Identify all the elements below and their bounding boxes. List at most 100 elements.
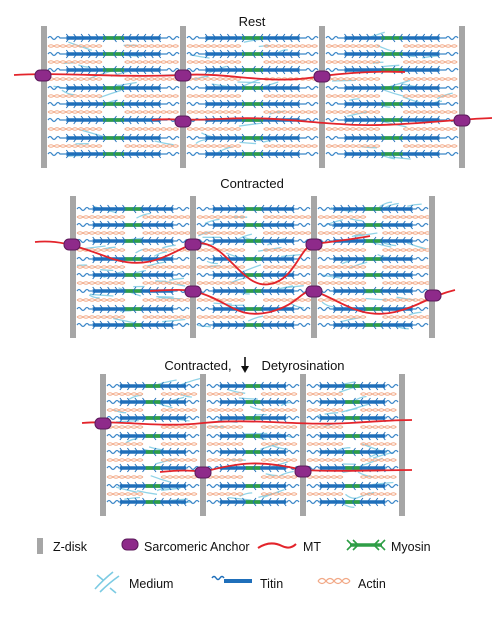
myosin-head xyxy=(99,286,104,296)
titin-spring xyxy=(47,151,67,157)
myosin-head xyxy=(241,83,246,93)
medium-strand xyxy=(354,232,378,238)
myosin-head xyxy=(355,270,359,280)
myosin-head xyxy=(333,270,337,280)
myosin-head xyxy=(351,33,356,43)
myosin-head xyxy=(127,133,132,143)
myosin-head xyxy=(359,397,364,407)
myosin-head xyxy=(372,304,377,314)
actin-filament xyxy=(382,266,431,269)
myosin-head xyxy=(406,133,411,143)
titin-spring xyxy=(412,222,429,228)
myosin-head xyxy=(80,115,85,125)
medium-strand xyxy=(407,203,422,207)
titin-spring xyxy=(106,433,120,439)
titin-spring xyxy=(76,256,93,262)
myosin-head xyxy=(409,204,413,214)
myosin-head xyxy=(99,220,104,230)
myosin-head xyxy=(127,65,132,75)
myosin-head xyxy=(252,149,256,159)
titin-spring xyxy=(286,499,300,505)
medium-strand xyxy=(100,269,114,272)
myosin-head xyxy=(366,49,371,59)
myosin-head xyxy=(65,133,70,143)
myosin-head xyxy=(362,270,367,280)
myosin-head xyxy=(296,83,301,93)
actin-filament xyxy=(196,249,246,252)
medium-strand xyxy=(348,261,368,269)
myosin-head xyxy=(99,270,104,280)
myosin-head xyxy=(283,286,287,296)
myosin-head xyxy=(260,204,265,214)
myosin-head xyxy=(296,149,301,159)
actin-filament xyxy=(317,316,367,319)
myosin-head xyxy=(119,431,124,441)
titin-spring xyxy=(196,206,213,212)
myosin-head xyxy=(127,413,131,423)
myosin-head xyxy=(267,497,272,507)
myosin-head xyxy=(65,33,70,43)
myosin-head xyxy=(220,204,224,214)
myosin-head xyxy=(99,304,104,314)
myosin-head xyxy=(436,149,440,159)
myosin-head xyxy=(413,99,418,109)
myosin-head xyxy=(352,381,356,391)
actin-filament xyxy=(160,426,198,429)
medium-strand xyxy=(227,496,252,501)
sarcomeric-anchor xyxy=(63,238,81,251)
medium-strand xyxy=(349,218,363,222)
myosin-head xyxy=(135,65,139,75)
sarcomeric-anchor xyxy=(174,115,192,128)
myosin-head xyxy=(220,320,224,330)
myosin-head xyxy=(212,254,217,264)
myosin-head xyxy=(175,447,179,457)
myosin-head xyxy=(88,149,92,159)
myosin-head xyxy=(347,254,352,264)
titin-spring xyxy=(76,206,93,212)
titin-spring xyxy=(196,222,213,228)
myosin-head xyxy=(120,83,125,93)
myosin-head xyxy=(352,447,356,457)
titin-spring xyxy=(286,449,300,455)
myosin-head xyxy=(406,149,411,159)
actin-filament xyxy=(196,282,246,285)
myosin-head xyxy=(366,33,371,43)
medium-strand xyxy=(98,89,122,99)
myosin-head xyxy=(319,413,324,423)
myosin-head xyxy=(379,236,384,246)
titin-spring xyxy=(160,85,180,91)
myosin-head xyxy=(275,397,279,407)
myosin-head xyxy=(242,286,247,296)
titin-spring xyxy=(439,67,459,73)
myosin-head xyxy=(219,49,224,59)
z-disk xyxy=(429,196,435,338)
myosin-head xyxy=(107,220,111,230)
myosin-head xyxy=(387,286,391,296)
titin-spring xyxy=(412,256,429,262)
myosin-head xyxy=(65,83,70,93)
myosin-head xyxy=(142,431,146,441)
titin-spring xyxy=(299,85,319,91)
myosin-head xyxy=(394,236,399,246)
myosin-head xyxy=(413,49,418,59)
myosin-head xyxy=(169,236,174,246)
anchor-layer xyxy=(94,417,312,479)
actin-filament xyxy=(382,316,431,319)
myosin-head xyxy=(268,320,272,330)
myosin-head xyxy=(107,236,111,246)
actin-filament xyxy=(47,111,103,114)
myosin-head xyxy=(219,447,224,457)
myosin-head xyxy=(220,236,224,246)
myosin-head xyxy=(401,236,406,246)
myosin-head xyxy=(102,133,107,143)
medium-strand xyxy=(136,490,158,495)
myosin-head xyxy=(92,254,97,264)
medium-strand xyxy=(68,41,93,52)
titin-spring xyxy=(286,415,300,421)
myosin-head xyxy=(374,481,379,491)
titin-spring xyxy=(106,483,120,489)
actin-filament xyxy=(106,443,144,446)
myosin-head xyxy=(142,481,146,491)
myosin-head xyxy=(227,286,232,296)
myosin-head xyxy=(373,49,378,59)
